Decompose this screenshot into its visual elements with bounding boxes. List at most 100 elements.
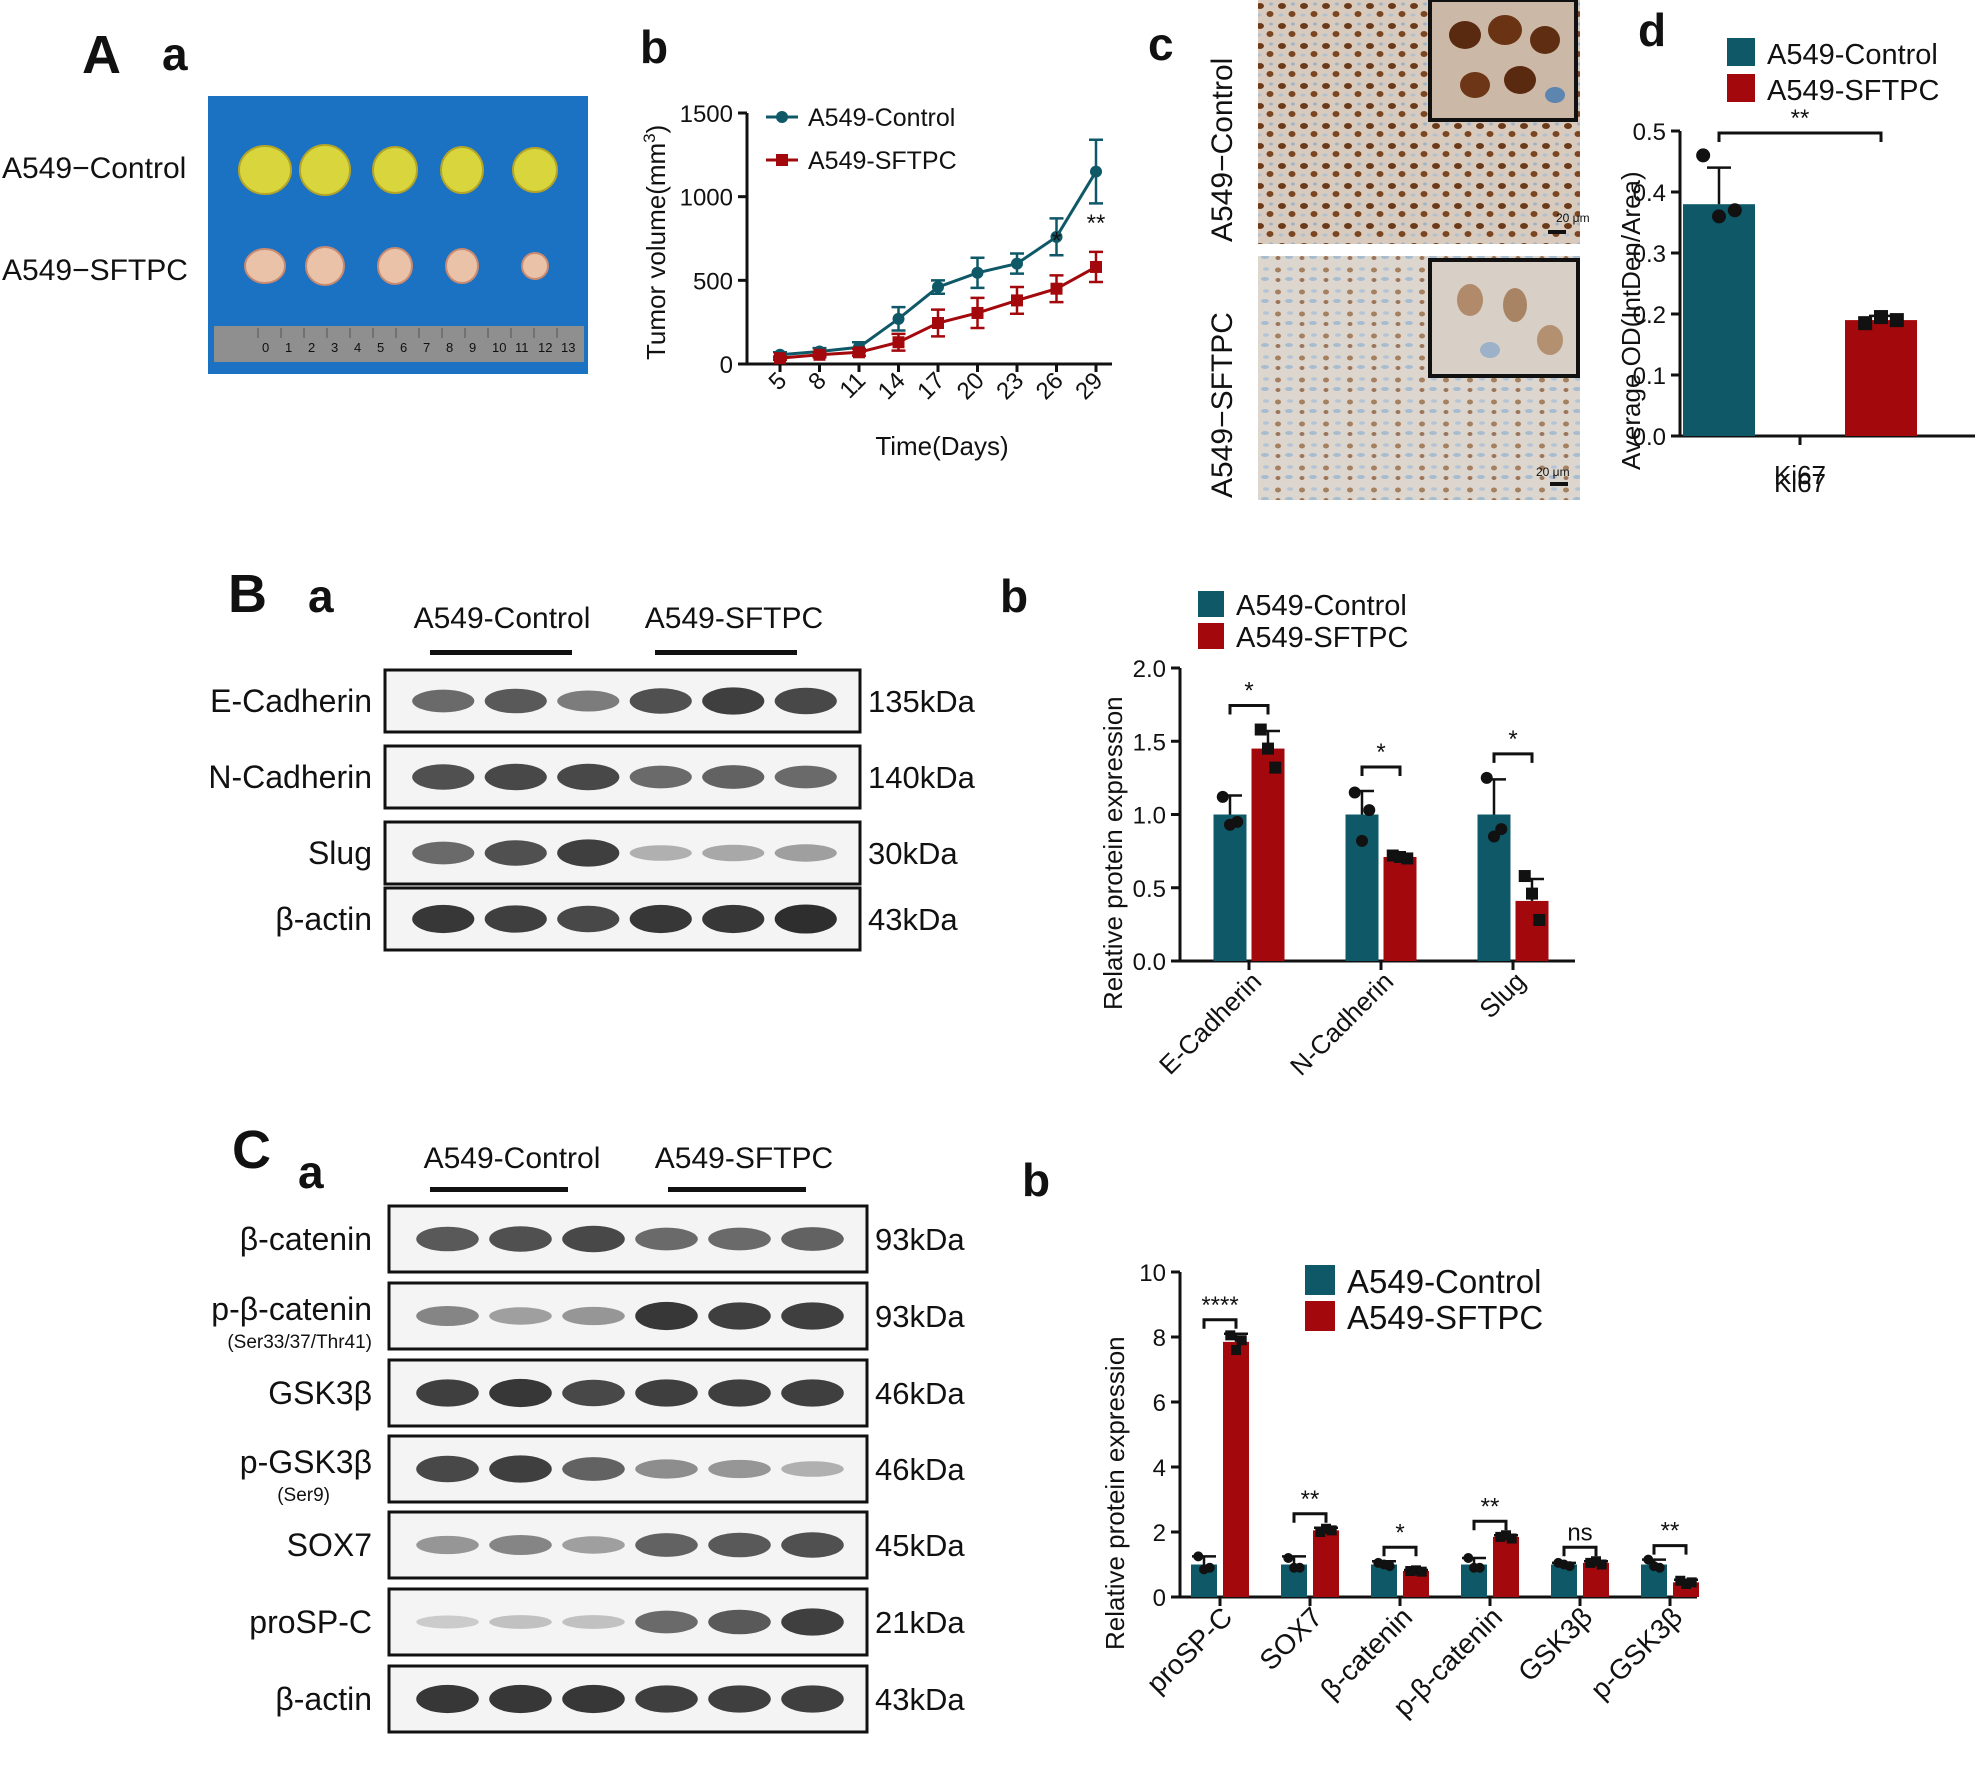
Cb-dot-sftpc [1501, 1530, 1511, 1541]
Ad-y-tick-label: 0.2 [1633, 302, 1666, 329]
Cb-sig-bracket [1562, 1545, 1598, 1557]
Bb-dot-sftpc [1533, 913, 1546, 926]
Bb-dot-sftpc [1526, 887, 1538, 900]
ylabel-Ad: Average OD(IntDen/Area) [1616, 171, 1646, 470]
panel-Ca-letter: a [298, 1146, 324, 1198]
Cb-sig-bracket [1292, 1512, 1328, 1523]
C-band [635, 1227, 698, 1251]
Cb-legend-label-1: A549-SFTPC [1347, 1299, 1543, 1336]
C-band [416, 1379, 479, 1407]
ylabel-Bb: Relative protein expression [1098, 696, 1128, 1010]
B-band [774, 765, 837, 789]
C-blot-kda-2: 93kDa [875, 1299, 965, 1334]
Bb-dot-sftpc [1269, 761, 1282, 774]
row-label-control: A549−Control [2, 152, 186, 185]
Bb-sig-bracket [1228, 704, 1270, 715]
B-band [629, 765, 692, 789]
Ab-legend-label-1: A549-SFTPC [808, 147, 957, 175]
B-band [484, 840, 547, 866]
Cb-dot-control [1283, 1553, 1294, 1563]
C-blot-label-2: p-β-catenin [211, 1291, 372, 1327]
tumor-control-4 [440, 146, 484, 194]
C-blot-label-4: p-GSK3β [240, 1444, 372, 1480]
Cb-legend-swatch-0 [1305, 1265, 1335, 1295]
Ab-x-tick-label: 23 [991, 367, 1029, 405]
Ad-sig-bracket [1717, 131, 1883, 142]
western-blots-B: E-Cadherin 135kDa N-Cadherin 140kDa Slug 30kD… [208, 668, 976, 952]
C-band [635, 1379, 698, 1407]
Cb-dot-sftpc [1315, 1527, 1326, 1537]
Cb-legend-swatch-1 [1305, 1301, 1335, 1331]
C-band [781, 1461, 844, 1477]
tumor-control-3 [372, 146, 418, 194]
Cb-sig-bracket [1652, 1544, 1688, 1555]
B-group-control: A549-Control [414, 602, 591, 635]
Bb-y-tick-label: 1.5 [1133, 729, 1166, 756]
panel-Ac-letter: c [1148, 18, 1174, 70]
C-band [562, 1457, 625, 1481]
Ab-point-sftpc [1090, 260, 1102, 273]
ruler-tick-label: 1 [285, 340, 292, 355]
Bb-category-label: N-Cadherin [1284, 966, 1399, 1081]
Cb-bar-sftpc [1493, 1536, 1519, 1597]
ylabel-Cb: Relative protein expression [1100, 1336, 1130, 1650]
C-band [489, 1684, 552, 1714]
Cb-dot-sftpc [1585, 1557, 1596, 1568]
tumor-sftpc-2 [305, 246, 345, 286]
Cb-dot-control [1384, 1561, 1395, 1572]
C-band [562, 1536, 625, 1554]
C-band [635, 1301, 698, 1331]
Cb-category-label: p-GSK3β [1584, 1601, 1688, 1705]
ruler-tick-label: 9 [469, 340, 476, 355]
B-band [557, 763, 620, 791]
Bb-y-tick-label: 2.0 [1133, 656, 1166, 683]
B-band [484, 905, 547, 933]
Bb-dot-control [1216, 790, 1229, 803]
ihc-row-control: A549−Control [1206, 58, 1239, 242]
B-band [557, 690, 620, 712]
ruler-tick-label: 0 [262, 340, 269, 355]
Bb-legend-label-0: A549-Control [1236, 590, 1407, 622]
tumor-control-2 [299, 144, 351, 196]
Bb-legend-swatch-0 [1198, 591, 1224, 617]
Ab-sig-label: ** [1087, 210, 1106, 237]
Ab-point-control [1050, 230, 1063, 243]
Ab-point-control [892, 312, 905, 325]
ruler-tick-label: 10 [492, 340, 506, 355]
B-blot-kda-2: 140kDa [868, 760, 976, 795]
Bb-sig-label: * [1376, 739, 1385, 766]
panel-B-letter: B [228, 564, 267, 624]
Bb-dot-sftpc [1518, 870, 1531, 883]
C-band [562, 1379, 625, 1407]
C-blot-sublabel-2: (Ser33/37/Thr41) [227, 1332, 372, 1353]
Cb-dot-sftpc [1506, 1533, 1517, 1544]
B-band [484, 763, 547, 791]
C-band [781, 1227, 844, 1251]
C-band [781, 1379, 844, 1407]
panel-Ad-letter: d [1638, 4, 1666, 56]
C-blot-kda-7: 43kDa [875, 1682, 965, 1717]
Ab-point-sftpc [971, 306, 984, 319]
Cb-dot-sftpc [1591, 1556, 1601, 1567]
Cb-dot-sftpc [1225, 1330, 1236, 1341]
C-band [416, 1455, 479, 1483]
Ab-sig-label: * [1052, 228, 1061, 255]
Ad-dot-control [1727, 203, 1742, 218]
western-blots-C: β-catenin 93kDa p-β-catenin (Ser33/37/Thr41… [211, 1204, 965, 1734]
Bb-bar-sftpc [1251, 748, 1285, 961]
Cb-dot-sftpc [1236, 1335, 1247, 1346]
C-blot-label-1: β-catenin [240, 1221, 372, 1257]
C-band [708, 1227, 771, 1251]
Cb-dot-sftpc [1686, 1577, 1697, 1588]
B-group-line-control [430, 650, 572, 655]
C-band [489, 1615, 552, 1629]
C-band [562, 1615, 625, 1629]
Bb-dot-control [1488, 830, 1500, 843]
ruler-tick-label: 13 [561, 340, 575, 355]
Bb-category-label: Slug [1473, 966, 1531, 1024]
Cb-y-tick-label: 4 [1153, 1455, 1166, 1482]
Ab-x-tick-label: 11 [835, 367, 872, 404]
Cb-sig-bracket [1382, 1545, 1418, 1557]
